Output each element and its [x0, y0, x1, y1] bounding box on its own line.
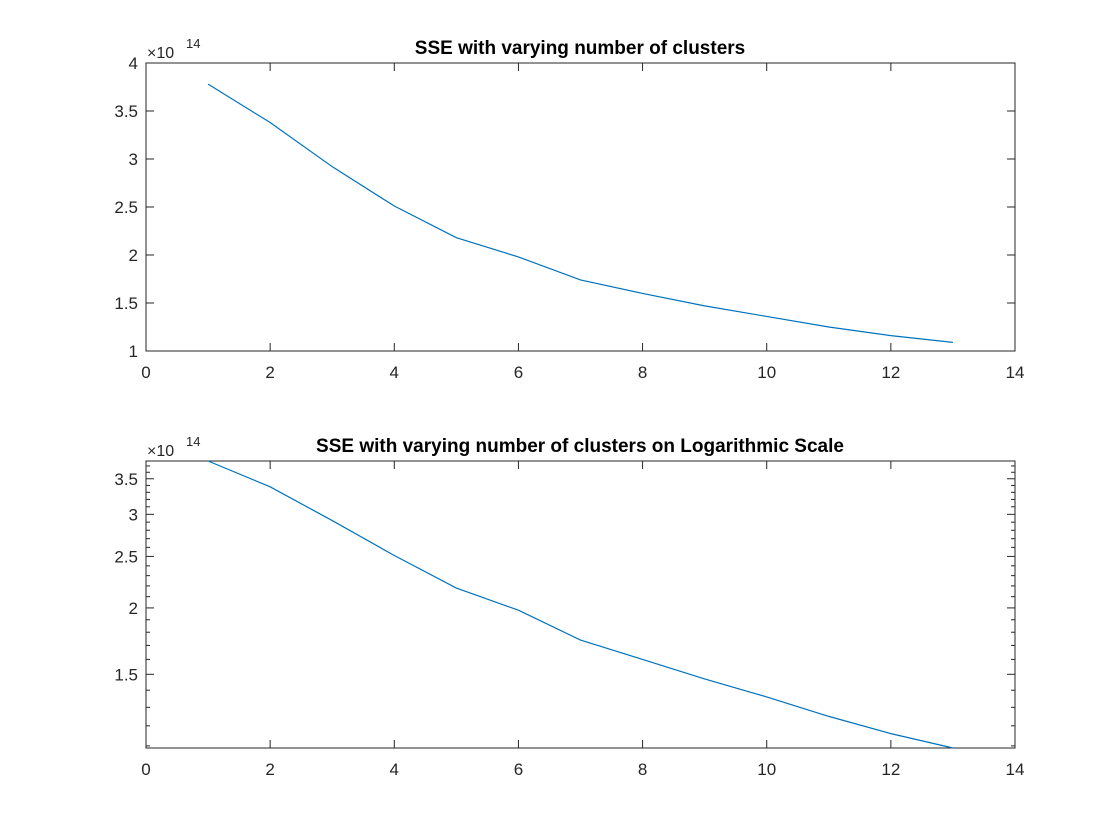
top-x-tick-label: 6	[514, 363, 523, 382]
top-y-tick-label: 2	[129, 246, 138, 265]
bottom-tick-labels: 0 2 4 6 8 10 12 14 1.5 2 2.5 3 3.5	[114, 470, 1024, 779]
bottom-y-exponent-base: ×10	[147, 443, 174, 460]
top-x-tick-label: 12	[881, 363, 900, 382]
bottom-x-tick-label: 6	[514, 760, 523, 779]
bottom-x-tick-label: 2	[265, 760, 274, 779]
bottom-x-tick-label: 4	[390, 760, 399, 779]
top-x-tick-label: 0	[141, 363, 150, 382]
top-x-tick-label: 10	[757, 363, 776, 382]
bottom-y-tick-label: 3.5	[114, 470, 138, 489]
bottom-y-tick-label: 2	[129, 599, 138, 618]
top-x-tick-label: 4	[390, 363, 399, 382]
top-y-exponent-base: ×10	[147, 45, 174, 62]
top-subplot: SSE with varying number of clusters ×10 …	[114, 36, 1024, 382]
top-y-tick-label: 1.5	[114, 294, 138, 313]
bottom-x-tick-label: 10	[757, 760, 776, 779]
bottom-y-tick-label: 1.5	[114, 665, 138, 684]
bottom-y-tick-label: 2.5	[114, 547, 138, 566]
top-series-layer	[207, 83, 953, 343]
top-x-tick-label: 2	[265, 363, 274, 382]
bottom-axes-box	[145, 460, 1016, 749]
bottom-series-layer	[207, 460, 954, 749]
bottom-x-tick-label: 8	[638, 760, 647, 779]
top-tick-labels: 0 2 4 6 8 10 12 14 1 1.5 2 2.5 3 3.5 4	[114, 54, 1024, 382]
top-y-tick-label: 2.5	[114, 198, 138, 217]
top-y-tick-label: 3	[129, 150, 138, 169]
top-series-line	[207, 83, 953, 343]
top-chart-title: SSE with varying number of clusters	[415, 38, 745, 59]
bottom-subplot: SSE with varying number of clusters on L…	[114, 434, 1024, 779]
bottom-x-tick-label: 12	[881, 760, 900, 779]
top-y-tick-label: 4	[129, 54, 138, 73]
bottom-y-exponent-power: 14	[186, 434, 200, 449]
bottom-x-tick-label: 14	[1006, 760, 1025, 779]
top-axes-layer	[145, 62, 1016, 352]
bottom-series-line	[207, 460, 954, 749]
top-y-tick-label: 3.5	[114, 102, 138, 121]
top-y-tick-label: 1	[129, 342, 138, 361]
bottom-chart-title: SSE with varying number of clusters on L…	[316, 436, 844, 457]
bottom-axes-layer	[145, 460, 1016, 749]
bottom-y-tick-label: 3	[129, 505, 138, 524]
top-x-tick-label: 14	[1006, 363, 1025, 382]
bottom-x-tick-label: 0	[141, 760, 150, 779]
top-y-exponent: ×10 14	[147, 36, 200, 62]
top-x-tick-label: 8	[638, 363, 647, 382]
top-axes-box	[145, 62, 1016, 352]
bottom-y-exponent: ×10 14	[147, 434, 200, 460]
top-y-exponent-power: 14	[186, 36, 200, 51]
